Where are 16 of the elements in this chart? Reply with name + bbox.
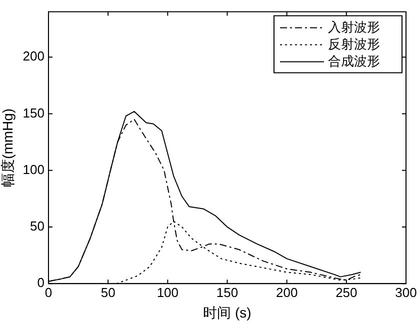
y-tick-label: 0: [37, 275, 44, 290]
y-axis-title: 幅度(mmHg): [0, 108, 16, 187]
x-tick-label: 100: [156, 284, 179, 300]
x-tick-label: 300: [395, 284, 417, 300]
x-tick-label: 150: [216, 284, 238, 300]
legend-label: 入射波形: [328, 19, 380, 34]
x-tick-label: 250: [336, 284, 358, 300]
legend-label: 反射波形: [328, 36, 380, 52]
y-tick-label: 200: [22, 48, 44, 64]
y-tick-label: 150: [22, 105, 44, 120]
y-tick-label: 50: [30, 218, 44, 234]
x-tick-label: 50: [100, 284, 116, 300]
x-tick-label: 200: [276, 284, 298, 300]
x-axis-title: 时间 (s): [203, 304, 252, 320]
legend-label: 合成波形: [328, 53, 380, 68]
y-tick-label: 100: [22, 162, 44, 177]
